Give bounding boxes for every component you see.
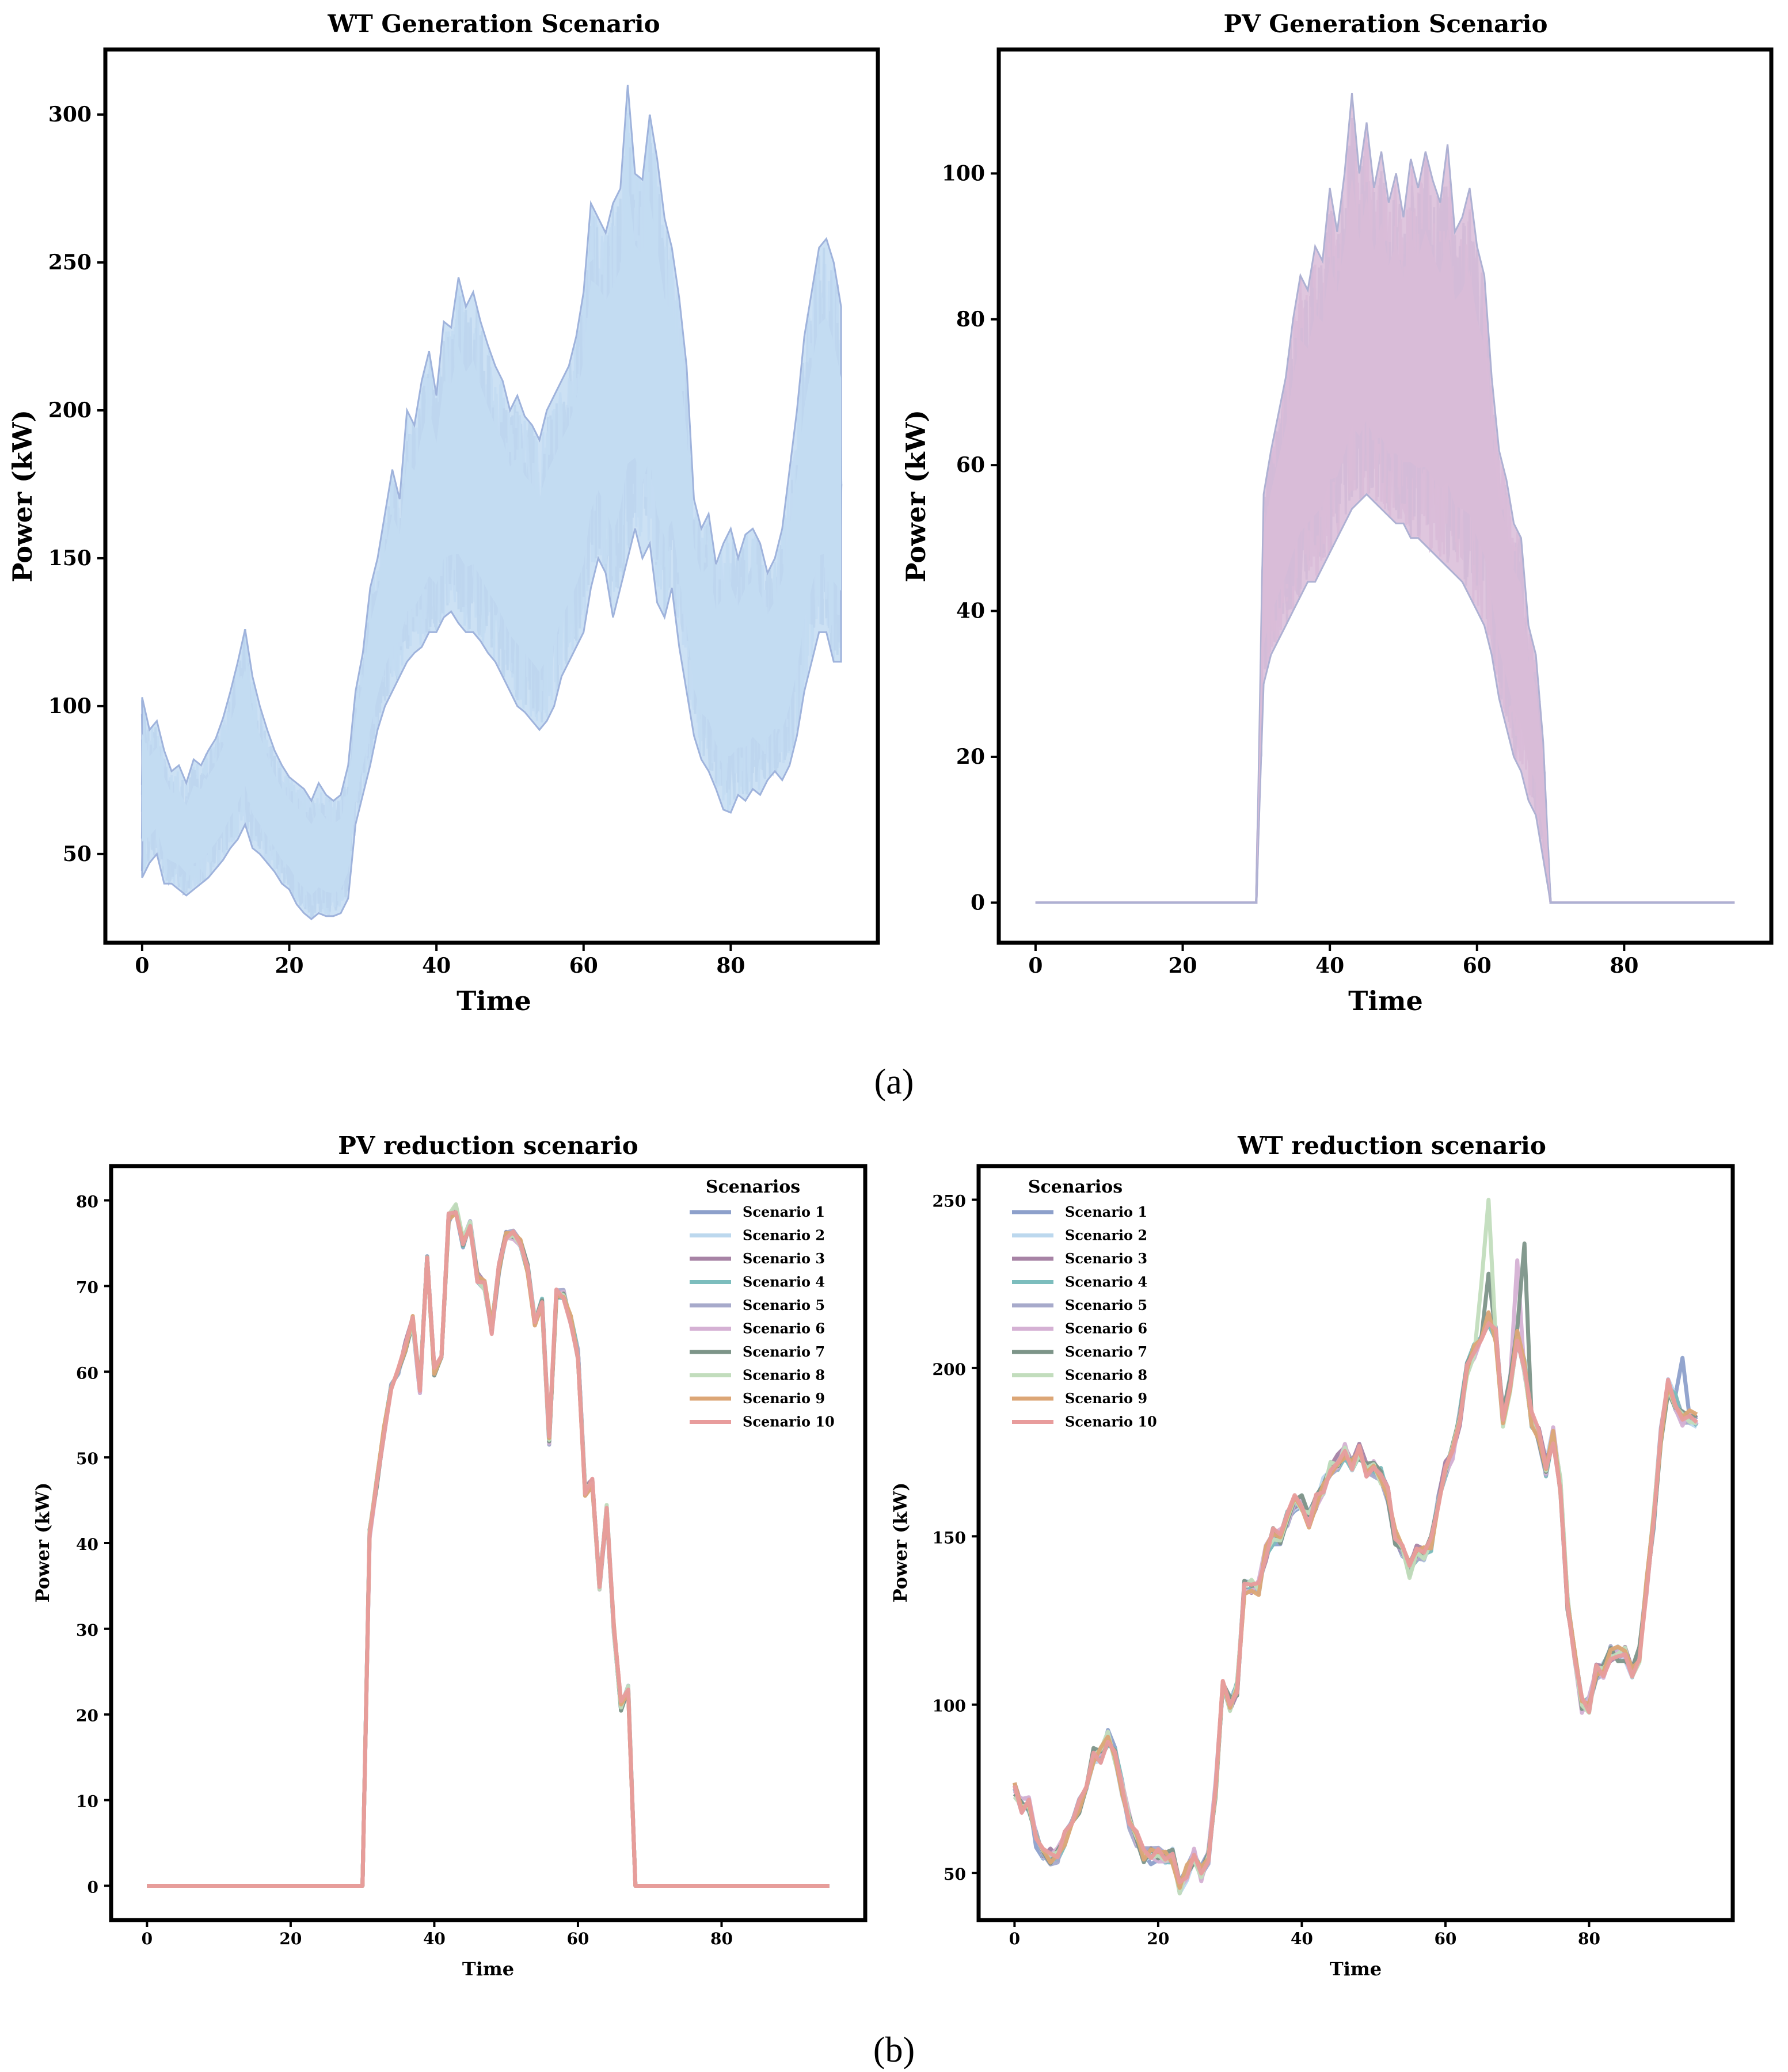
series-line-scenario-1 bbox=[1013, 1323, 1698, 1884]
y-tick-label: 40 bbox=[956, 599, 985, 623]
y-tick-label: 80 bbox=[76, 1193, 98, 1212]
legend-item-label: Scenario 1 bbox=[1065, 1203, 1147, 1220]
legend-item-label: Scenario 7 bbox=[1065, 1343, 1147, 1360]
chart-pv-generation: PV Generation Scenario 0 20 40 60 80 0 20 40 60 8… bbox=[900, 10, 1774, 1016]
legend-item-label: Scenario 9 bbox=[1065, 1390, 1147, 1407]
y-tick-label: 60 bbox=[76, 1363, 98, 1382]
y-tick-label: 70 bbox=[76, 1278, 98, 1297]
x-tick-label: 0 bbox=[1028, 954, 1043, 978]
x-axis-label: Time bbox=[462, 1958, 514, 1980]
legend-item-label: Scenario 4 bbox=[743, 1274, 825, 1290]
panel-label-a: (a) bbox=[874, 1062, 914, 1102]
y-tick-label: 250 bbox=[933, 1191, 966, 1210]
x-tick-label: 60 bbox=[1463, 954, 1492, 978]
legend-item-label: Scenario 8 bbox=[1065, 1367, 1147, 1384]
series-line-scenario-10 bbox=[1013, 1321, 1698, 1884]
y-tick-label: 250 bbox=[48, 250, 92, 275]
chart-wt-generation: WT Generation Scenario 0 20 40 60 80 50 100 150… bbox=[7, 10, 880, 1016]
x-axis-label: Time bbox=[456, 985, 531, 1016]
legend-item-label: Scenario 3 bbox=[743, 1250, 825, 1267]
x-tick-label: 20 bbox=[275, 954, 303, 978]
series-line-scenario-4 bbox=[1013, 1322, 1699, 1884]
x-tick-label: 40 bbox=[422, 954, 451, 978]
y-tick-label: 100 bbox=[48, 694, 92, 718]
y-axis-label: Power (kW) bbox=[889, 1483, 911, 1603]
x-tick-label: 40 bbox=[1291, 1929, 1313, 1948]
x-axis-label: Time bbox=[1348, 985, 1423, 1016]
legend-item-label: Scenario 9 bbox=[743, 1390, 825, 1407]
x-tick-label: 40 bbox=[1315, 954, 1344, 978]
y-tick-label: 40 bbox=[76, 1535, 98, 1554]
x-tick-label: 80 bbox=[716, 954, 745, 978]
y-tick-label: 20 bbox=[76, 1707, 98, 1726]
legend-item-label: Scenario 2 bbox=[743, 1227, 825, 1244]
y-tick-label: 50 bbox=[63, 842, 92, 866]
y-tick-label: 50 bbox=[944, 1865, 966, 1884]
chart-title: WT reduction scenario bbox=[1237, 1132, 1546, 1160]
x-tick-label: 0 bbox=[142, 1929, 153, 1948]
legend-item-label: Scenario 1 bbox=[743, 1203, 825, 1220]
x-tick-label: 80 bbox=[710, 1929, 733, 1948]
chart-wt-reduction: WT reduction scenario 0 20 40 60 80 50 100 150 2… bbox=[889, 1132, 1735, 1980]
legend-item-label: Scenario 6 bbox=[1065, 1320, 1147, 1337]
x-tick-label: 80 bbox=[1610, 954, 1638, 978]
y-tick-label: 0 bbox=[971, 890, 985, 915]
y-tick-label: 300 bbox=[48, 102, 92, 127]
x-tick-label: 60 bbox=[1434, 1929, 1456, 1948]
x-axis-label: Time bbox=[1330, 1958, 1382, 1980]
scenario-band-core bbox=[142, 180, 842, 896]
y-tick-label: 150 bbox=[933, 1528, 966, 1547]
legend-title: Scenarios bbox=[706, 1177, 800, 1197]
y-tick-label: 150 bbox=[48, 546, 92, 570]
x-tick-label: 60 bbox=[569, 954, 598, 978]
plot-frame bbox=[103, 47, 880, 945]
plot-frame bbox=[996, 47, 1774, 945]
scenario-band-core bbox=[1035, 176, 1735, 903]
legend-item-label: Scenario 10 bbox=[743, 1414, 835, 1430]
scenario-band bbox=[1035, 93, 1735, 904]
y-tick-label: 20 bbox=[956, 745, 985, 769]
y-axis-label: Power (kW) bbox=[7, 410, 38, 582]
x-tick-label: 60 bbox=[566, 1929, 589, 1948]
plot-frame bbox=[976, 1164, 1735, 1922]
x-tick-label: 20 bbox=[1168, 954, 1197, 978]
legend-item-label: Scenario 5 bbox=[1065, 1297, 1147, 1313]
chart-title: PV reduction scenario bbox=[338, 1132, 638, 1160]
y-tick-label: 80 bbox=[956, 307, 985, 332]
y-tick-label: 50 bbox=[76, 1449, 98, 1468]
y-tick-label: 100 bbox=[933, 1697, 966, 1716]
legend-item-label: Scenario 7 bbox=[743, 1343, 825, 1360]
y-axis-label: Power (kW) bbox=[32, 1483, 54, 1603]
y-tick-label: 0 bbox=[88, 1877, 98, 1896]
series-line-scenario-10 bbox=[147, 1210, 830, 1888]
series-line-scenario-7 bbox=[1013, 1241, 1698, 1884]
y-tick-label: 10 bbox=[76, 1792, 98, 1811]
y-tick-label: 60 bbox=[956, 453, 985, 477]
x-tick-label: 40 bbox=[423, 1929, 446, 1948]
chart-pv-reduction: PV reduction scenario 0 20 40 60 80 0 10 20 30 40… bbox=[32, 1132, 868, 1980]
y-tick-label: 200 bbox=[48, 398, 92, 422]
legend-item-label: Scenario 6 bbox=[743, 1320, 825, 1337]
legend-title: Scenarios bbox=[1028, 1177, 1123, 1197]
legend-item-label: Scenario 4 bbox=[1065, 1274, 1147, 1290]
x-tick-label: 0 bbox=[1009, 1929, 1020, 1948]
x-tick-label: 20 bbox=[279, 1929, 302, 1948]
x-tick-label: 20 bbox=[1147, 1929, 1169, 1948]
y-axis-label: Power (kW) bbox=[900, 410, 931, 582]
legend-item-label: Scenario 8 bbox=[743, 1367, 825, 1384]
chart-title: WT Generation Scenario bbox=[327, 10, 660, 38]
plot-frame bbox=[109, 1164, 868, 1922]
legend-item-label: Scenario 2 bbox=[1065, 1227, 1147, 1244]
legend-item-label: Scenario 10 bbox=[1065, 1414, 1157, 1430]
x-tick-label: 80 bbox=[1578, 1929, 1600, 1948]
y-tick-label: 200 bbox=[933, 1360, 966, 1379]
panel-label-b: (b) bbox=[873, 2031, 915, 2070]
chart-title: PV Generation Scenario bbox=[1224, 10, 1548, 38]
y-tick-label: 100 bbox=[942, 161, 985, 185]
y-tick-label: 30 bbox=[76, 1621, 98, 1640]
x-tick-label: 0 bbox=[135, 954, 149, 978]
legend-item-label: Scenario 5 bbox=[743, 1297, 825, 1313]
legend-item-label: Scenario 3 bbox=[1065, 1250, 1147, 1267]
